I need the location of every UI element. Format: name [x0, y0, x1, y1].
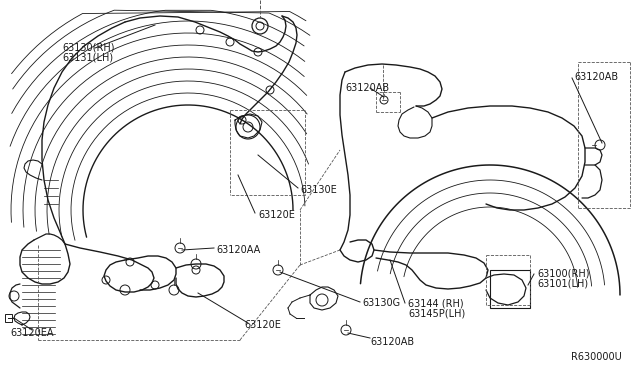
Bar [490, 270, 530, 308]
Text: 63120AA: 63120AA [216, 245, 260, 255]
Text: 63130(RH): 63130(RH) [62, 42, 115, 52]
Text: 63120E: 63120E [258, 210, 295, 220]
Text: 63145P(LH): 63145P(LH) [408, 308, 465, 318]
Text: 63120AB: 63120AB [370, 337, 414, 347]
Text: 63130G: 63130G [362, 298, 400, 308]
Text: 63120AB: 63120AB [345, 83, 389, 93]
Text: 63101(LH): 63101(LH) [537, 278, 588, 288]
Text: 63144 (RH): 63144 (RH) [408, 298, 463, 308]
Text: 63100(RH): 63100(RH) [537, 268, 589, 278]
Text: 63120EA: 63120EA [10, 328, 54, 338]
Text: 63130E: 63130E [300, 185, 337, 195]
Text: 63131(LH): 63131(LH) [62, 52, 113, 62]
Text: 63120E: 63120E [244, 320, 281, 330]
Bar [5, 314, 12, 322]
Text: R630000U: R630000U [572, 352, 622, 362]
Text: 63120AB: 63120AB [574, 72, 618, 82]
